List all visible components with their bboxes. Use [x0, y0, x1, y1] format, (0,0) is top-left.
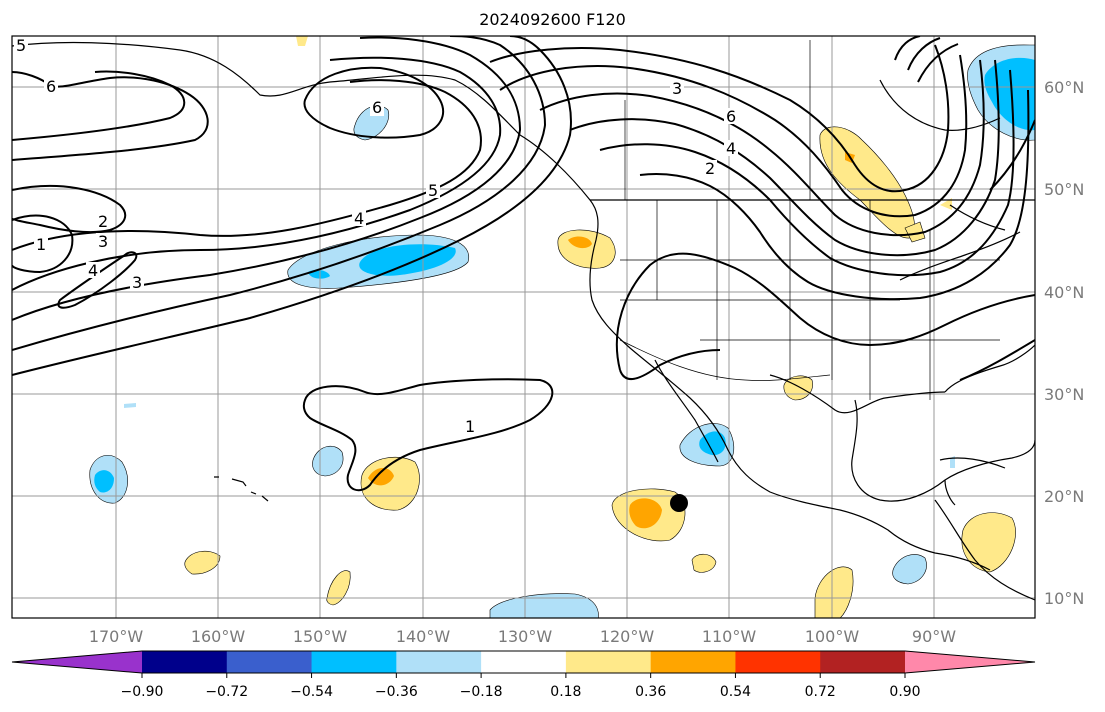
colorbar-segment [820, 651, 906, 673]
anomaly-negative-small-1 [124, 403, 136, 408]
anomaly-positive-top [296, 36, 308, 46]
contour-label: 4 [726, 139, 736, 158]
contour-label: 6 [46, 77, 56, 96]
contour-label: 4 [354, 209, 364, 228]
contour-label: 2 [98, 212, 108, 231]
lon-label: 100°W [805, 627, 860, 646]
map-title: 2024092600 F120 [479, 10, 626, 29]
lat-label: 20°N [1044, 487, 1084, 506]
colorbar-tick-label: −0.90 [121, 684, 164, 700]
colorbar-tick-label: −0.36 [375, 684, 418, 700]
colorbar-segment [650, 651, 736, 673]
storm-position-marker [670, 494, 688, 512]
contour-label: 3 [132, 273, 142, 292]
contour-label: 1 [465, 417, 475, 436]
anomaly-positive-storm-core [629, 498, 662, 529]
colorbar-tick-label: 0.36 [635, 684, 666, 700]
contour-lines [12, 36, 1035, 492]
colorbar-segment [735, 651, 821, 673]
anomaly-negative-cam [892, 554, 927, 585]
colorbar: −0.90 −0.72 −0.54 −0.36 −0.18 0.18 0.36 0.54 0.7… [11, 650, 1036, 700]
colorbar-tick-label: 0.72 [805, 684, 836, 700]
contour-labels: 5 6 6 3 6 4 2 5 4 2 3 [14, 36, 738, 436]
lon-label: 150°W [293, 627, 348, 646]
anomaly-positive-central-core [368, 467, 394, 486]
colorbar-extend-min [12, 651, 142, 673]
contour-label: 6 [372, 98, 382, 117]
lon-label: 120°W [600, 627, 655, 646]
anomaly-positive-south-1 [184, 550, 221, 575]
anomaly-negative-gulf-pacific [489, 593, 599, 618]
contour-label: 3 [672, 79, 682, 98]
lat-label: 10°N [1044, 589, 1084, 608]
contour-label: 5 [16, 36, 26, 55]
colorbar-tick-label: −0.18 [460, 684, 503, 700]
lon-label: 130°W [498, 627, 553, 646]
lon-label: 90°W [912, 627, 956, 646]
colorbar-tick-label: 0.90 [889, 684, 920, 700]
map-frame [11, 35, 1036, 619]
anomaly-positive-california-core [568, 236, 592, 249]
anomaly-positive-ne-2 [940, 198, 952, 210]
colorbar-tick-label: −0.54 [290, 684, 333, 700]
colorbar-segment [481, 651, 567, 673]
contour-label: 6 [726, 107, 736, 126]
lat-label: 30°N [1044, 385, 1084, 404]
latitude-labels: 60°N 50°N 40°N 30°N 20°N 10°N [1044, 78, 1084, 608]
lon-label: 170°W [89, 627, 144, 646]
anomaly-positive-south-4 [814, 566, 854, 618]
lat-label: 40°N [1044, 283, 1084, 302]
graticule [12, 36, 1035, 618]
anomaly-positive-cam [961, 512, 1016, 573]
anomaly-positive-south-3 [691, 553, 717, 573]
anomaly-positive-south-2 [326, 570, 351, 606]
anomaly-negative-small-2 [950, 456, 955, 468]
anomaly-negative-pacific-core [359, 244, 456, 276]
lat-label: 50°N [1044, 180, 1084, 199]
longitude-labels: 170°W 160°W 150°W 140°W 130°W 120°W 110°… [89, 627, 956, 646]
contour-label: 2 [705, 159, 715, 178]
colorbar-segment [226, 651, 313, 673]
colorbar-segment [311, 651, 397, 673]
colorbar-segment [396, 651, 482, 673]
anomaly-positive-ne [904, 221, 926, 243]
lat-label: 60°N [1044, 78, 1084, 97]
anomaly-negative-hawaii-west-core [94, 470, 114, 493]
contour-label: 5 [428, 181, 438, 200]
colorbar-extend-max [905, 651, 1035, 673]
colorbar-segment [142, 651, 228, 673]
contour-label: 1 [36, 235, 46, 254]
colorbar-tick-label: 0.18 [550, 684, 581, 700]
anomaly-negative-baja-core [699, 431, 726, 456]
lon-label: 160°W [191, 627, 246, 646]
lon-label: 110°W [702, 627, 757, 646]
colorbar-tick-label: −0.72 [205, 684, 248, 700]
map-panel: 5 6 6 3 6 4 2 5 4 2 3 [11, 35, 1036, 619]
colorbar-segment [565, 651, 652, 673]
contour-label: 4 [88, 261, 98, 280]
colorbar-tick-label: 0.54 [720, 684, 751, 700]
contour-label: 3 [98, 232, 108, 251]
lon-label: 140°W [396, 627, 451, 646]
